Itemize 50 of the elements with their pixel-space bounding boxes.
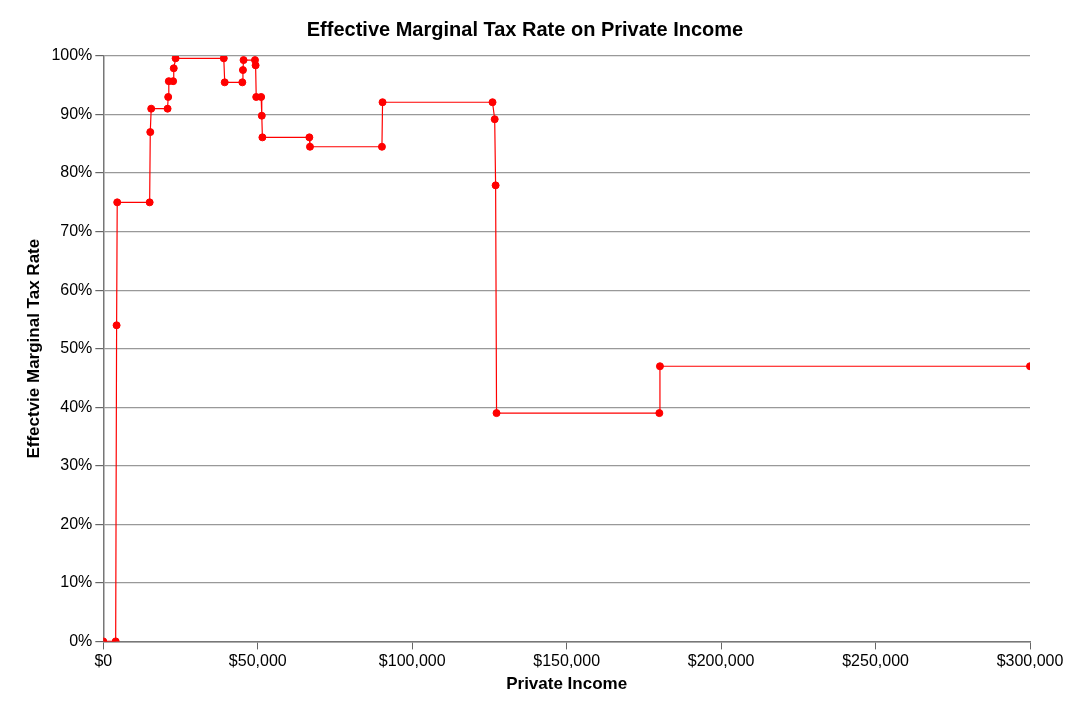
point [169,77,178,86]
point [112,321,121,330]
point [491,181,500,190]
x-tick-label: $300,000 [996,652,1064,670]
point [219,56,228,63]
y-tick-label: 60% [60,280,93,298]
point [238,78,247,87]
point [377,142,386,151]
y-tick-label: 100% [51,46,93,64]
y-tick-label: 30% [60,456,93,474]
point [145,198,154,207]
y-tick-label: 90% [60,104,93,122]
x-tick-label: $0 [94,652,113,670]
point [492,409,501,418]
point [258,133,267,142]
y-tick-label: 20% [60,514,93,532]
point [146,128,155,137]
y-tick-label: 10% [60,573,93,591]
y-tick-label: 80% [60,163,93,181]
point [164,92,173,101]
point [163,104,172,113]
x-tick-label: $250,000 [842,652,910,670]
point [113,198,122,207]
y-tick-label: 70% [60,222,93,240]
x-axis-title: Private Income [506,674,628,694]
point [378,98,387,107]
y-tick-label: 50% [60,339,93,357]
point [257,92,266,101]
y-tick-label: 40% [60,397,93,415]
x-tick-label: $200,000 [687,652,755,670]
x-tick-label: $100,000 [378,652,446,670]
point [490,115,499,124]
chart-title: Effective Marginal Tax Rate on Private Income [306,17,744,40]
y-axis-title: Effectvie Marginal Tax Rate [23,238,43,459]
point [169,64,178,73]
point [655,362,664,371]
x-tick-label: $50,000 [228,652,287,670]
point [655,409,664,418]
x-tick-label: $150,000 [533,652,601,670]
point [305,133,314,142]
y-tick-label: 0% [69,631,93,649]
point [147,104,156,113]
point [220,78,229,87]
point [171,56,180,63]
point [238,66,247,75]
point [305,142,314,151]
point [257,111,266,120]
point [251,61,260,70]
point [239,56,248,65]
point [488,98,497,107]
